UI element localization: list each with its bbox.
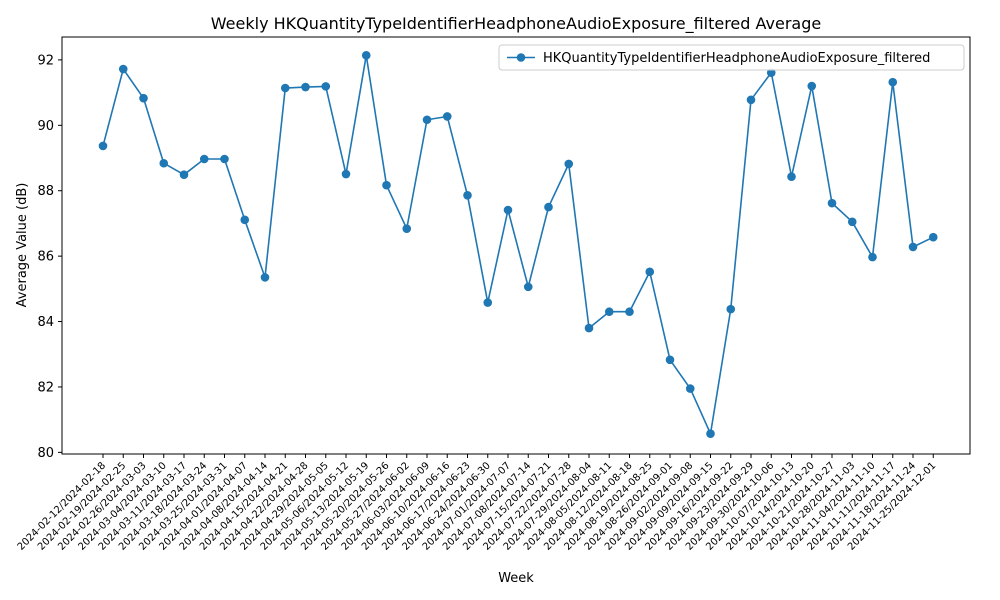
data-point — [807, 81, 817, 91]
data-point — [382, 180, 391, 190]
data-point — [98, 141, 108, 151]
data-point — [220, 154, 229, 164]
data-point — [301, 82, 310, 92]
data-point — [665, 355, 675, 365]
data-point — [787, 172, 796, 181]
data-point — [139, 93, 148, 103]
data-point — [847, 217, 857, 227]
plot-area-frame — [61, 36, 971, 455]
data-point — [179, 170, 189, 179]
data-point — [908, 242, 918, 252]
data-point — [928, 232, 938, 242]
data-point — [726, 304, 736, 314]
y-tick-label: 84 — [37, 315, 54, 330]
data-point — [463, 190, 472, 200]
data-point — [280, 83, 290, 93]
data-point — [341, 169, 351, 179]
data-point — [483, 298, 493, 307]
y-tick-label: 80 — [37, 446, 54, 461]
data-point — [442, 112, 452, 121]
x-axis-label: Week — [498, 571, 534, 586]
y-tick-label: 86 — [37, 250, 54, 265]
legend-marker — [516, 53, 526, 62]
data-point — [260, 273, 270, 282]
legend-label: HKQuantityTypeIdentifierHeadphoneAudioEx… — [543, 51, 930, 66]
y-tick-label: 92 — [37, 53, 54, 68]
data-point — [118, 64, 128, 74]
data-point — [746, 95, 756, 105]
data-point — [706, 429, 715, 439]
chart-title: Weekly HKQuantityTypeIdentifierHeadphone… — [211, 14, 821, 34]
data-point — [888, 77, 898, 87]
data-point — [625, 307, 634, 317]
y-tick-label: 82 — [37, 380, 54, 395]
data-point — [361, 51, 371, 60]
data-point — [604, 307, 614, 317]
data-point — [199, 154, 209, 164]
data-point — [564, 159, 574, 169]
data-point — [544, 202, 553, 212]
y-axis-label: Average Value (dB) — [15, 183, 30, 308]
data-point — [868, 252, 877, 262]
y-tick-label: 90 — [37, 119, 54, 134]
data-point — [159, 158, 169, 168]
y-tick-label: 88 — [37, 184, 54, 199]
legend-box — [498, 44, 965, 71]
data-point — [523, 282, 533, 292]
series-line — [102, 54, 934, 435]
data-point — [240, 215, 250, 225]
data-point — [402, 224, 412, 233]
data-point — [645, 267, 655, 277]
data-point — [584, 323, 594, 333]
data-point — [503, 205, 513, 215]
data-point — [685, 384, 695, 393]
legend: HKQuantityTypeIdentifierHeadphoneAudioEx… — [498, 44, 965, 71]
data-point — [321, 82, 331, 91]
data-point — [422, 115, 432, 125]
data-point — [827, 198, 837, 208]
